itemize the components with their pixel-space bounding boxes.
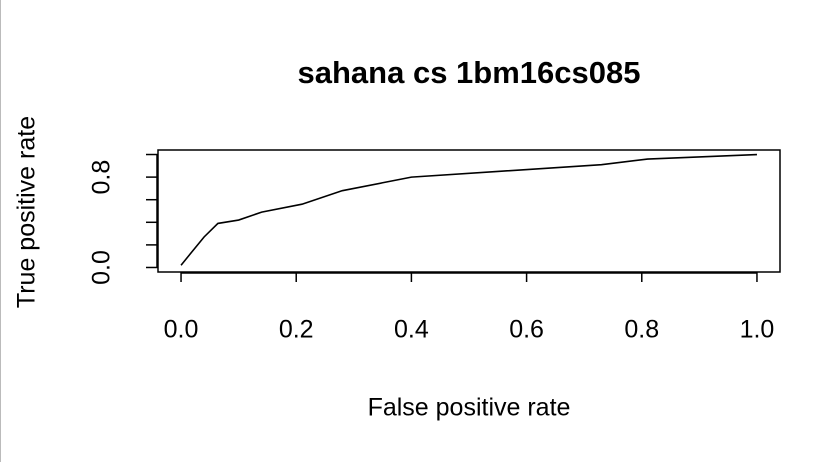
x-tick-label: 1.0 xyxy=(740,316,775,344)
x-tick-label: 0.8 xyxy=(624,316,659,344)
chart-title: sahana cs 1bm16cs085 xyxy=(298,55,641,90)
x-axis-label: False positive rate xyxy=(368,394,571,422)
x-tick-label: 0.4 xyxy=(394,316,429,344)
y-axis-label: True positive rate xyxy=(13,116,41,308)
x-tick-label: 0.0 xyxy=(164,316,199,344)
y-tick-label: 0.8 xyxy=(88,160,116,195)
x-tick-label: 0.6 xyxy=(509,316,544,344)
plot-frame xyxy=(157,149,781,273)
roc-curve xyxy=(180,153,757,266)
y-tick-label: 0.0 xyxy=(88,250,116,285)
x-tick-label: 0.2 xyxy=(279,316,314,344)
